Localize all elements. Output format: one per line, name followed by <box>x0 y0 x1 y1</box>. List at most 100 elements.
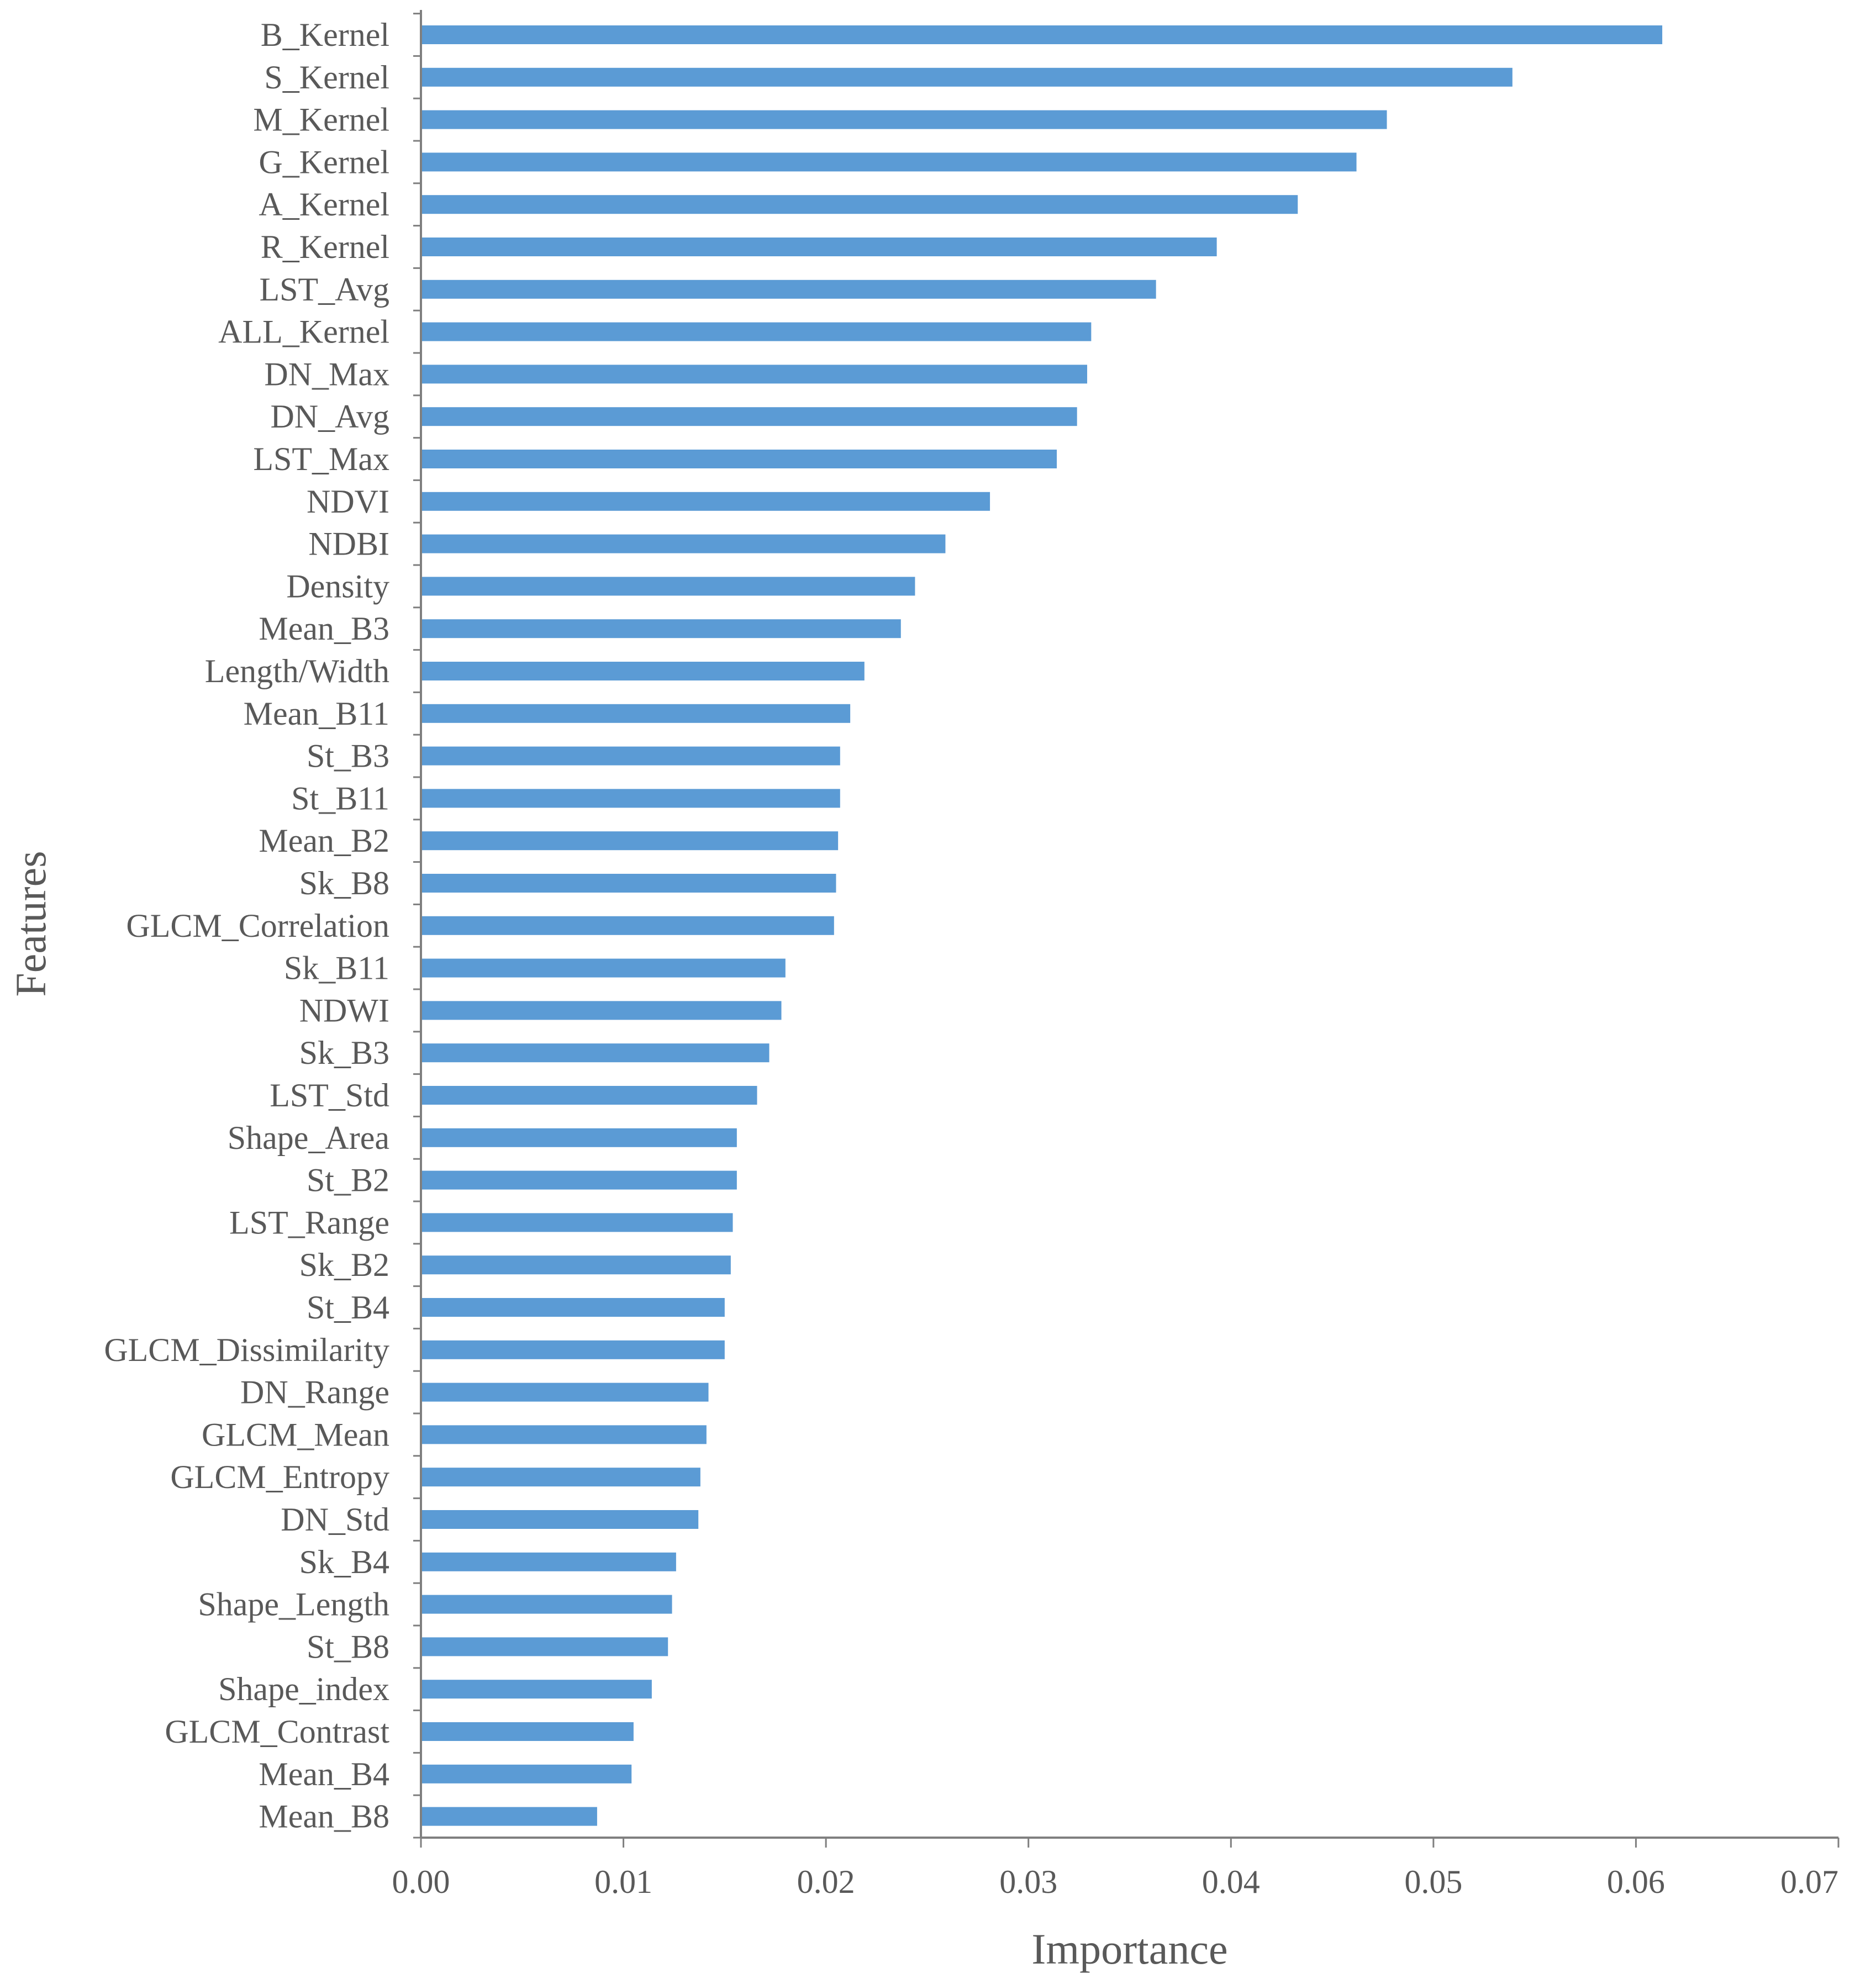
bar-st-b3 <box>421 746 840 766</box>
category-labels: B_Kernel S_Kernel M_Kernel G_Kernel A_Kernel… <box>104 17 389 1835</box>
bar-mean-b11 <box>421 704 851 723</box>
category-label: M_Kernel <box>253 102 389 138</box>
category-label: LST_Avg <box>259 271 389 308</box>
category-label: GLCM_Entropy <box>170 1459 389 1495</box>
category-label: Shape_Area <box>228 1120 389 1156</box>
bar-shape-length <box>421 1595 672 1614</box>
x-tick-label: 0.05 <box>1404 1864 1462 1900</box>
category-label: Sk_B4 <box>299 1544 389 1580</box>
category-label: GLCM_Dissimilarity <box>104 1332 389 1368</box>
bar-lst-max <box>421 450 1057 468</box>
category-label: A_Kernel <box>259 186 389 223</box>
category-label: Mean_B11 <box>244 695 389 732</box>
bar-dn-max <box>421 365 1088 384</box>
category-label: St_B4 <box>307 1289 389 1326</box>
bar-st-b4 <box>421 1298 725 1317</box>
category-label: Length/Width <box>205 653 389 689</box>
bar-s-kernel <box>421 67 1513 87</box>
category-label: DN_Range <box>240 1374 389 1411</box>
x-ticks: 0.00 0.01 0.02 0.03 0.04 0.05 0.06 0.07 <box>392 1838 1840 1900</box>
category-label: Mean_B2 <box>259 822 389 859</box>
category-label: B_Kernel <box>261 17 389 53</box>
category-label: S_Kernel <box>264 59 389 96</box>
bar-lst-avg <box>421 279 1156 299</box>
category-label: St_B8 <box>307 1628 389 1665</box>
category-label: DN_Avg <box>270 398 389 435</box>
x-tick-label: 0.02 <box>797 1864 855 1900</box>
x-tick-label: 0.07 <box>1780 1864 1838 1900</box>
category-label: R_Kernel <box>261 229 389 265</box>
bar-lst-std <box>421 1086 757 1105</box>
category-label: St_B3 <box>307 738 389 774</box>
bar-density <box>421 577 915 596</box>
category-label: St_B11 <box>291 780 389 816</box>
category-label: Mean_B8 <box>259 1798 389 1835</box>
y-axis-title: Features <box>7 851 55 996</box>
category-label: GLCM_Mean <box>202 1416 389 1453</box>
bar-length-width <box>421 662 865 680</box>
category-label: LST_Std <box>270 1077 389 1114</box>
bar-a-kernel <box>421 195 1298 214</box>
bar-shape-index <box>421 1680 652 1699</box>
category-label: GLCM_Correlation <box>126 907 389 944</box>
bars-group <box>413 13 1663 1839</box>
bar-lst-range <box>421 1213 733 1232</box>
category-label: LST_Range <box>229 1204 389 1241</box>
bar-st-b11 <box>421 789 840 808</box>
category-label: NDBI <box>308 526 389 562</box>
bar-all-kernel <box>421 322 1092 341</box>
bar-sk-b2 <box>421 1255 731 1275</box>
bar-glcm-entropy <box>421 1468 700 1487</box>
category-label: DN_Std <box>281 1501 389 1538</box>
bar-glcm-contrast <box>421 1722 634 1741</box>
bar-glcm-correlation <box>421 916 834 935</box>
bar-ndbi <box>421 534 946 553</box>
bar-dn-avg <box>421 407 1077 426</box>
x-tick-label: 0.06 <box>1607 1864 1665 1900</box>
category-label: St_B2 <box>307 1162 389 1199</box>
x-tick-label: 0.04 <box>1202 1864 1260 1900</box>
bar-sk-b4 <box>421 1552 676 1571</box>
bar-sk-b11 <box>421 958 786 978</box>
bar-dn-std <box>421 1510 699 1529</box>
x-tick-label: 0.01 <box>594 1864 652 1900</box>
bar-b-kernel <box>421 25 1663 44</box>
category-label: G_Kernel <box>259 144 389 180</box>
category-label: Density <box>286 568 389 604</box>
bar-ndwi <box>421 1001 782 1020</box>
category-label: NDWI <box>299 992 389 1028</box>
category-label: Sk_B3 <box>299 1035 389 1071</box>
bar-shape-area <box>421 1128 737 1147</box>
category-label: Sk_B8 <box>299 865 389 901</box>
bar-mean-b3 <box>421 619 901 639</box>
category-label: Mean_B4 <box>259 1756 389 1792</box>
bar-ndvi <box>421 492 990 511</box>
category-label: Mean_B3 <box>259 610 389 647</box>
bar-st-b8 <box>421 1637 668 1656</box>
x-axis-title: Importance <box>1031 1925 1227 1973</box>
bar-sk-b3 <box>421 1043 770 1063</box>
bar-glcm-mean <box>421 1425 707 1444</box>
bar-dn-range <box>421 1383 709 1402</box>
category-label: LST_Max <box>253 441 389 477</box>
bar-r-kernel <box>421 238 1217 256</box>
category-label: Sk_B11 <box>284 950 389 986</box>
category-label: ALL_Kernel <box>218 314 389 350</box>
category-label: Sk_B2 <box>299 1247 389 1283</box>
bar-sk-b8 <box>421 874 836 893</box>
bar-mean-b2 <box>421 831 839 851</box>
bar-mean-b4 <box>421 1764 632 1784</box>
x-tick-label: 0.03 <box>999 1864 1057 1900</box>
category-label: GLCM_Contrast <box>165 1713 389 1750</box>
category-label: DN_Max <box>264 356 389 392</box>
bar-mean-b8 <box>421 1807 597 1826</box>
bar-glcm-dissimilarity <box>421 1340 725 1359</box>
x-tick-label: 0.00 <box>392 1864 450 1900</box>
bar-g-kernel <box>421 152 1357 172</box>
bar-st-b2 <box>421 1170 737 1190</box>
category-label: NDVI <box>307 483 389 520</box>
category-label: Shape_index <box>218 1671 389 1707</box>
bar-m-kernel <box>421 110 1387 129</box>
category-label: Shape_Length <box>198 1586 389 1623</box>
